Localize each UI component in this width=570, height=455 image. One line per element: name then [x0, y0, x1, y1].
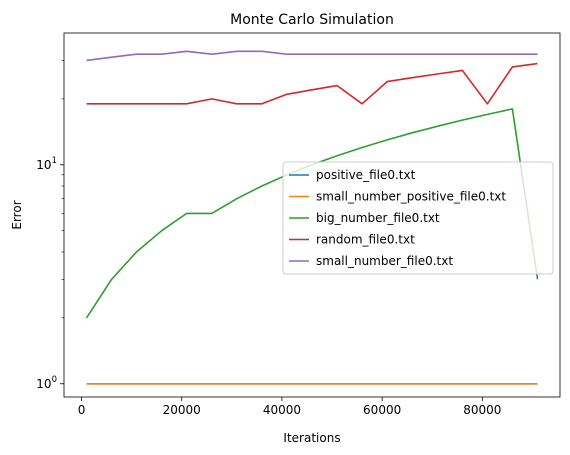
legend-label: positive_file0.txt — [316, 168, 416, 182]
legend: positive_file0.txt small_number_positive_… — [282, 161, 554, 275]
y-axis-label: Error — [10, 200, 24, 229]
legend-box — [282, 161, 554, 275]
legend-label: small_number_positive_file0.txt — [316, 190, 506, 204]
x-tick-label: 80000 — [463, 403, 501, 417]
series-line-4 — [86, 50, 538, 62]
y-tick-label: 100 — [36, 375, 57, 391]
legend-label: big_number_file0.txt — [316, 211, 440, 225]
plot-frame — [63, 32, 561, 398]
y-axis-ticks: 100 101 — [36, 60, 64, 391]
x-axis-ticks: 0 20000 40000 60000 80000 — [78, 397, 501, 417]
series-line-3 — [86, 62, 538, 105]
legend-label: small_number_file0.txt — [316, 254, 453, 268]
x-tick-label: 60000 — [363, 403, 401, 417]
x-axis-label: Iterations — [283, 431, 340, 445]
x-tick-label: 40000 — [263, 403, 301, 417]
chart-title: Monte Carlo Simulation — [230, 12, 394, 28]
legend-label: random_file0.txt — [316, 233, 415, 247]
x-tick-label: 0 — [78, 403, 86, 417]
y-tick-label: 101 — [36, 156, 57, 172]
x-tick-label: 20000 — [163, 403, 201, 417]
